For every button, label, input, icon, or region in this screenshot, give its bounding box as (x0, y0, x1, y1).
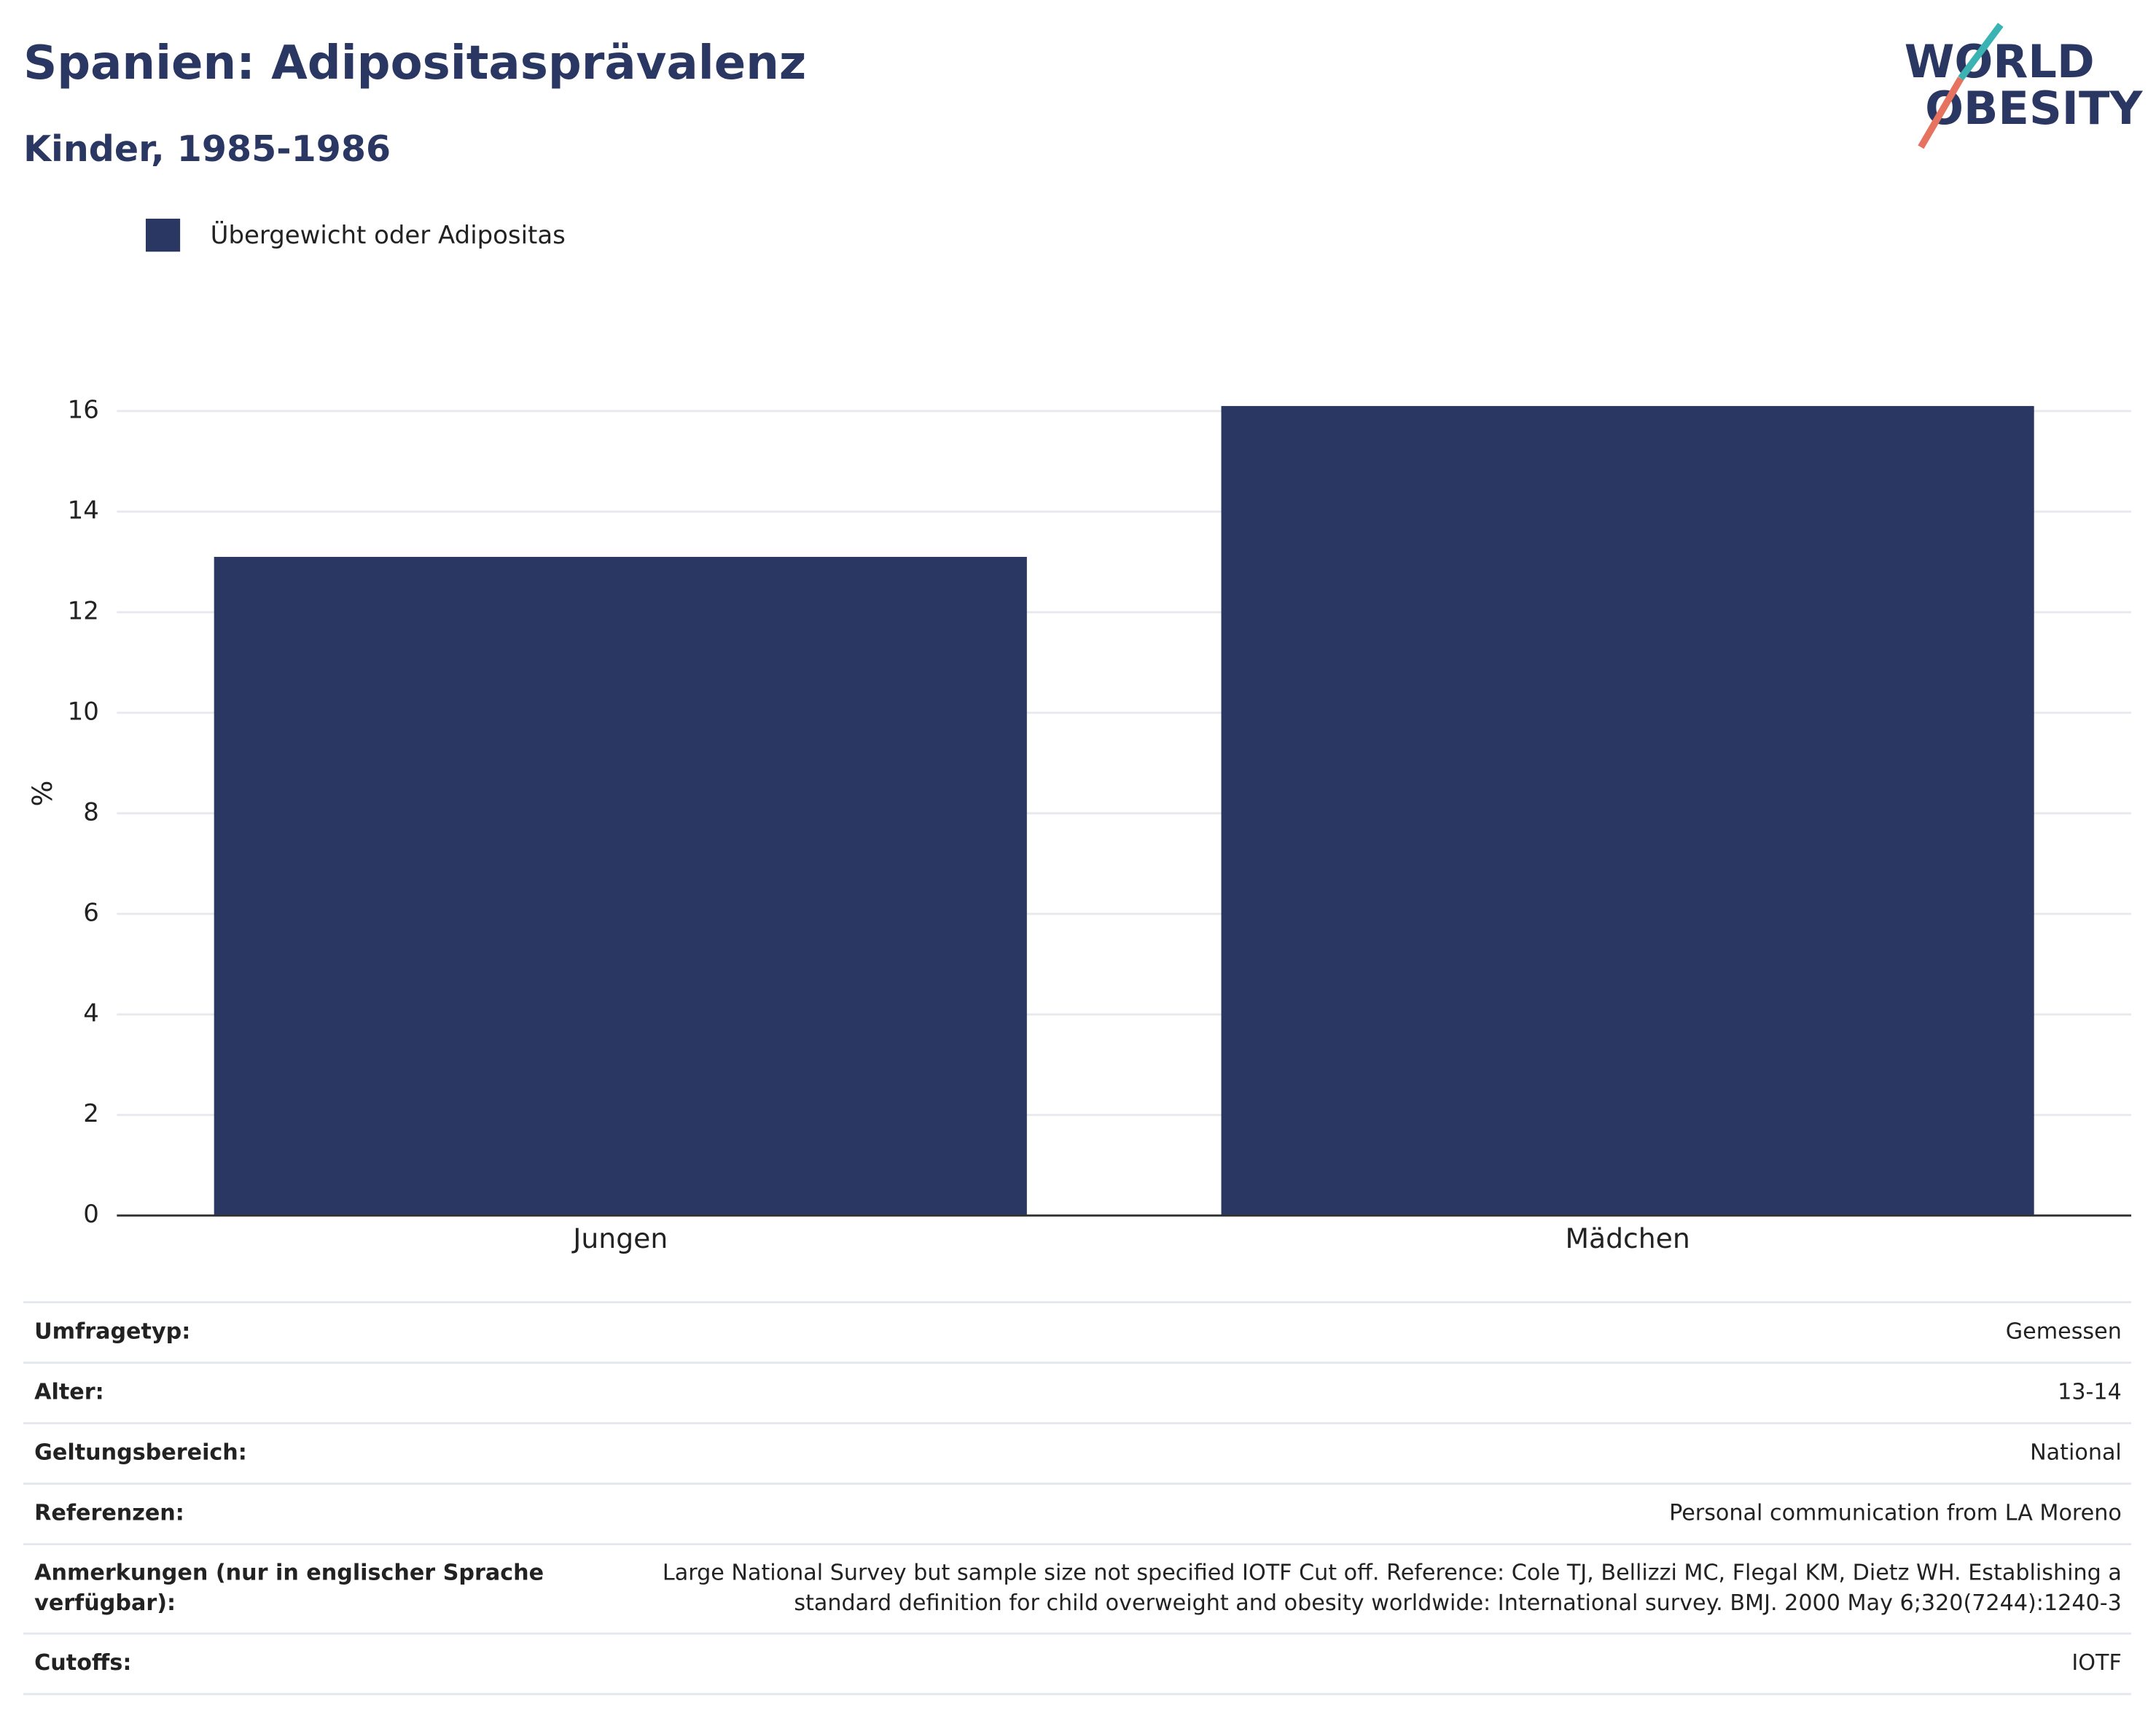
bar (214, 557, 1027, 1216)
chart-subtitle: Kinder, 1985-1986 (23, 128, 391, 170)
y-tick-label: 6 (83, 898, 99, 927)
table-value: 13-14 (2058, 1380, 2122, 1405)
chart-title: Spanien: Adipositasprävalenz (23, 36, 806, 90)
table-label: verfügbar): (34, 1590, 176, 1616)
y-tick-label: 2 (83, 1099, 99, 1128)
x-tick-label: Jungen (571, 1222, 668, 1254)
y-axis-label: % (26, 781, 58, 807)
y-tick-label: 12 (68, 596, 99, 625)
bar (1221, 406, 2034, 1216)
y-tick-label: 0 (83, 1200, 99, 1229)
table-value: National (2030, 1440, 2122, 1466)
logo-text: OBESITY (1925, 82, 2143, 135)
legend-swatch (145, 219, 181, 252)
logo-slash (1958, 23, 2004, 81)
legend-label: Übergewicht oder Adipositas (211, 220, 566, 250)
table-value: Personal communication from LA Moreno (1669, 1501, 2122, 1526)
table-value: Gemessen (2006, 1319, 2122, 1345)
y-tick-label: 14 (68, 496, 99, 525)
logo-slash (1918, 77, 1964, 149)
table-label: Cutoffs: (34, 1650, 131, 1676)
table-label: Referenzen: (34, 1501, 184, 1526)
y-tick-label: 8 (83, 797, 99, 827)
table-label: Geltungsbereich: (34, 1440, 247, 1466)
table-value: standard definition for child overweight… (794, 1590, 2121, 1616)
table-label: Anmerkungen (nur in englischer Sprache (34, 1561, 544, 1586)
table-value: IOTF (2071, 1650, 2121, 1676)
y-tick-label: 4 (83, 999, 99, 1028)
x-tick-label: Mädchen (1565, 1222, 1690, 1254)
y-tick-label: 10 (68, 697, 99, 726)
table-value: Large National Survey but sample size no… (663, 1561, 2122, 1586)
y-tick-label: 16 (68, 395, 99, 424)
table-label: Alter: (34, 1380, 104, 1405)
logo-text: WORLD (1905, 35, 2095, 88)
table-label: Umfragetyp: (34, 1319, 190, 1345)
